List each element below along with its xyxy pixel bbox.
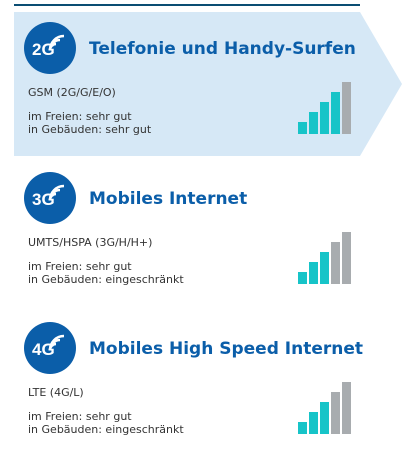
signal-bar (342, 232, 351, 284)
coverage-quality: im Freien: sehr gut in Gebäuden: eingesc… (28, 410, 184, 436)
card-title: Telefonie und Handy-Surfen (89, 39, 356, 59)
signal-waves-icon (48, 34, 65, 51)
network-3g-icon: 3G (24, 172, 76, 224)
signal-waves-icon (48, 184, 65, 201)
signal-bar (342, 382, 351, 434)
top-divider (14, 0, 360, 6)
signal-waves-icon (48, 334, 65, 351)
technology-label: GSM (2G/G/E/O) (28, 86, 116, 99)
card-3g[interactable]: 3G Mobiles Internet UMTS/HSPA (3G/H/H+) … (14, 162, 360, 306)
signal-bars (298, 230, 354, 284)
generation-label: 3G (32, 190, 55, 209)
indoor-quality: in Gebäuden: eingeschränkt (28, 273, 184, 286)
card-title: Mobiles Internet (89, 189, 248, 209)
signal-bar (320, 252, 329, 284)
technology-label: LTE (4G/L) (28, 386, 84, 399)
outdoor-quality: im Freien: sehr gut (28, 260, 132, 273)
network-2g-icon: 2G (24, 22, 76, 74)
signal-bar (309, 262, 318, 284)
indoor-quality: in Gebäuden: sehr gut (28, 123, 152, 136)
signal-bar (309, 112, 318, 134)
signal-bar (320, 402, 329, 434)
card-4g[interactable]: 4G Mobiles High Speed Internet LTE (4G/L… (14, 312, 364, 456)
signal-bar (320, 102, 329, 134)
signal-bar (342, 82, 351, 134)
signal-bar (309, 412, 318, 434)
card-2g[interactable]: 2G Telefonie und Handy-Surfen GSM (2G/G/… (14, 12, 402, 156)
network-4g-icon: 4G (24, 322, 76, 374)
signal-bar (298, 272, 307, 284)
outdoor-quality: im Freien: sehr gut (28, 410, 132, 423)
signal-bar (298, 422, 307, 434)
generation-label: 2G (32, 40, 55, 59)
signal-bars (298, 80, 354, 134)
coverage-quality: im Freien: sehr gut in Gebäuden: eingesc… (28, 260, 184, 286)
technology-label: UMTS/HSPA (3G/H/H+) (28, 236, 153, 249)
signal-bars (298, 380, 354, 434)
signal-bar (331, 392, 340, 434)
card-title: Mobiles High Speed Internet (89, 339, 364, 359)
coverage-quality: im Freien: sehr gut in Gebäuden: sehr gu… (28, 110, 151, 136)
signal-bar (331, 92, 340, 134)
indoor-quality: in Gebäuden: eingeschränkt (28, 423, 184, 436)
signal-bar (298, 122, 307, 134)
generation-label: 4G (32, 340, 55, 359)
signal-bar (331, 242, 340, 284)
outdoor-quality: im Freien: sehr gut (28, 110, 132, 123)
